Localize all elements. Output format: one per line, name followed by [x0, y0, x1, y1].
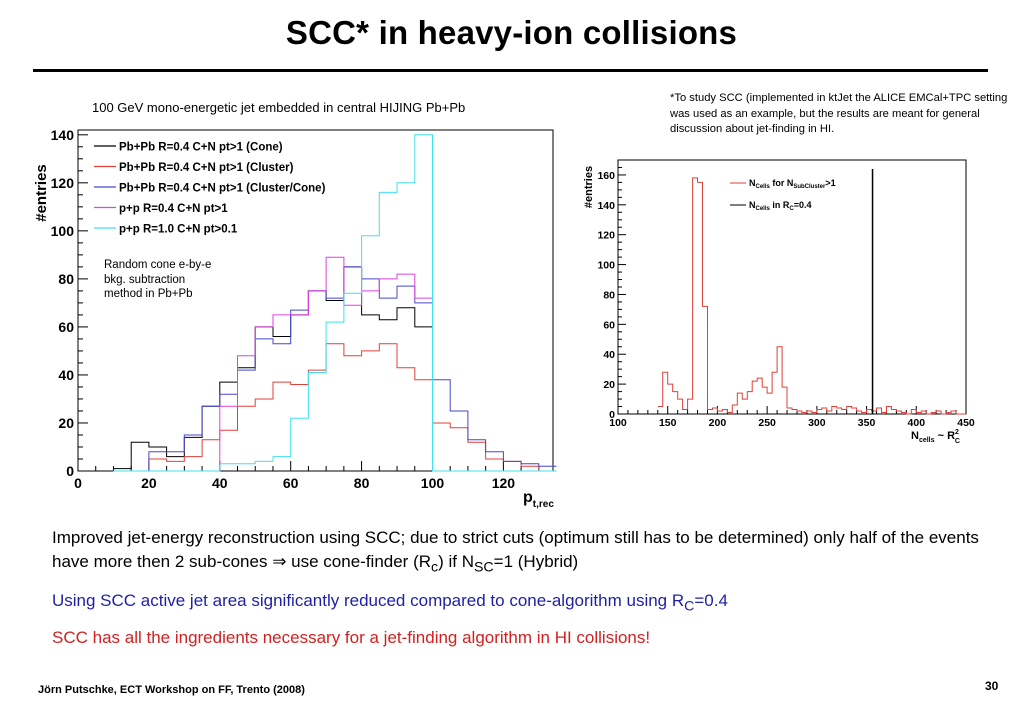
- x-tick-label: 450: [957, 417, 975, 429]
- legend-entry: NCells for NSubCluster>1: [749, 178, 836, 190]
- y-tick-label: 80: [58, 271, 74, 287]
- y-tick-label: 20: [603, 379, 615, 391]
- plot-frame: [77, 129, 554, 472]
- page-number: 30: [985, 679, 999, 693]
- y-tick-label: 60: [58, 319, 74, 335]
- legend-entry: p+p R=1.0 C+N pt>0.1: [119, 224, 238, 236]
- x-tick-label: 120: [492, 475, 516, 491]
- x-tick-label: 250: [758, 417, 776, 429]
- x-tick-label: 80: [354, 475, 370, 491]
- bullet-2-part: Using SCC active jet area significantly …: [52, 591, 685, 610]
- y-tick-label: 140: [597, 200, 615, 212]
- x-tick-label: 20: [141, 475, 157, 491]
- histogram-series-line: [657, 177, 966, 415]
- legend-entry: p+p R=0.4 C+N pt>1: [119, 203, 228, 215]
- bullet-1-part: Improved jet-energy reconstruction using…: [52, 528, 979, 571]
- y-tick-label: 120: [597, 230, 615, 242]
- bullet-text-3: SCC has all the ingredients necessary fo…: [52, 628, 651, 647]
- bullet-2-subscript: C: [684, 598, 695, 615]
- x-tick-label: 400: [908, 417, 926, 429]
- x-tick-label: 60: [283, 475, 299, 491]
- annotation-line: method in Pb+Pb: [104, 288, 193, 300]
- bullet-text-2: Using SCC active jet area significantly …: [52, 589, 728, 618]
- x-tick-label: 40: [212, 475, 228, 491]
- x-tick-label: 0: [74, 475, 82, 491]
- histogram-series-line: [113, 134, 557, 472]
- x-tick-label: 100: [609, 417, 627, 429]
- legend-entry: Pb+Pb R=0.4 C+N pt>1 (Cone): [119, 142, 283, 154]
- left-plot-caption: 100 GeV mono-energetic jet embedded in c…: [92, 100, 466, 115]
- bullet-1-subscript: c: [431, 559, 439, 576]
- x-axis-label: Ncells ~ R2 C: [911, 429, 960, 445]
- x-tick-label: 150: [659, 417, 677, 429]
- footer-credit: Jörn Putschke, ECT Workshop on FF, Trent…: [38, 684, 305, 696]
- bullet-1-part: ) if N: [438, 552, 474, 571]
- implies-arrow: ⇒: [272, 552, 287, 571]
- plot-frame: [617, 159, 967, 415]
- y-tick-label: 100: [597, 260, 615, 272]
- x-tick-label: 300: [808, 417, 826, 429]
- y-tick-label: 0: [609, 409, 615, 421]
- title-divider: [33, 69, 988, 72]
- y-tick-label: 120: [51, 175, 75, 191]
- y-tick-label: 160: [597, 170, 615, 182]
- x-axis-label: pt,rec: [523, 489, 554, 510]
- right-histogram-plot: 100 150 200 250 300 350 400 450 0 20 40 60 80 100 120 1…: [583, 159, 975, 445]
- bullet-2-part: =0.4: [694, 591, 728, 610]
- y-tick-label: 100: [51, 223, 75, 239]
- y-tick-label: 40: [58, 367, 74, 383]
- legend-entry: Pb+Pb R=0.4 C+N pt>1 (Cluster/Cone): [119, 183, 326, 195]
- x-tick-label: 200: [709, 417, 727, 429]
- y-tick-label: 20: [58, 415, 74, 431]
- left-histogram-plot: 0 20 40 60 80 100 120 0 20 40 60 80 100 120 140 #entrie…: [33, 127, 557, 510]
- y-axis-label: #entries: [583, 166, 595, 208]
- x-tick-label: 350: [858, 417, 876, 429]
- bullet-text-1: Improved jet-energy reconstruction using…: [52, 526, 1012, 579]
- legend-entry: Pb+Pb R=0.4 C+N pt>1 (Cluster): [119, 162, 294, 174]
- y-tick-label: 80: [603, 289, 615, 301]
- y-tick-label: 60: [603, 319, 615, 331]
- y-tick-label: 40: [603, 349, 615, 361]
- slide-title: SCC* in heavy-ion collisions: [285, 14, 738, 51]
- bullet-1-part: =1 (Hybrid): [493, 552, 579, 571]
- bullet-1-part: use cone-finder (R: [286, 552, 432, 571]
- bullet-1-subscript: SC: [473, 559, 494, 576]
- y-axis-label: #entries: [33, 164, 50, 222]
- legend-entry: NCells in RC=0.4: [749, 200, 811, 212]
- footnote: *To study SCC (implemented in ktJet the …: [670, 92, 1008, 135]
- left-plot-annotation: Random cone e-by-e bkg. subtraction meth…: [104, 258, 211, 302]
- x-tick-label: 100: [421, 475, 445, 491]
- annotation-line: Random cone e-by-e: [104, 259, 212, 271]
- y-tick-label: 140: [51, 127, 75, 143]
- annotation-line: bkg. subtraction: [104, 273, 186, 286]
- y-tick-label: 0: [66, 463, 74, 479]
